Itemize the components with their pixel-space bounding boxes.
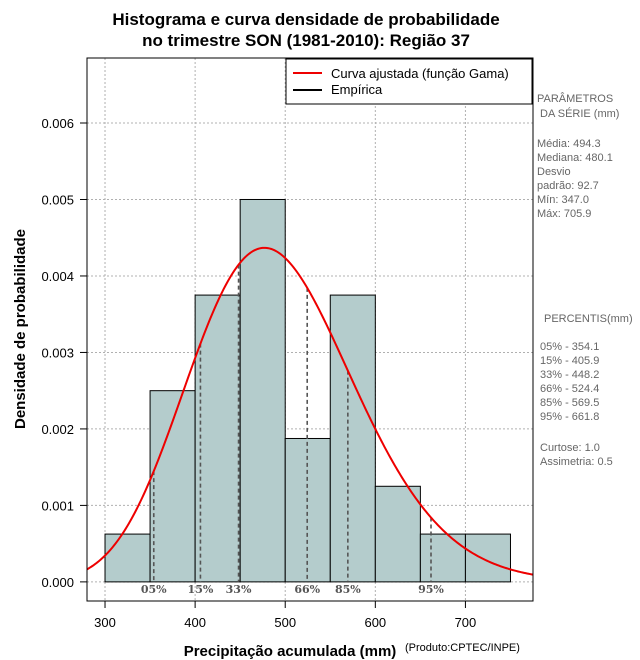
param-desvio: Desvio (537, 166, 571, 178)
param-mediana: Mediana: 480.1 (537, 152, 613, 164)
percentile-label: 66% (294, 583, 320, 596)
params-title-1: PARÂMETROS (537, 92, 613, 105)
percentil-33: 33% - 448.2 (540, 369, 599, 381)
y-tick-label: 0.003 (41, 345, 74, 360)
percentile-lines (152, 264, 432, 582)
series-parameters-panel: PARÂMETROS DA SÉRIE (mm) Média: 494.3 Me… (537, 92, 619, 220)
chart-title-line2: no trimestre SON (1981-2010): Região 37 (142, 31, 470, 50)
y-axis-title: Densidade de probabilidade (12, 229, 29, 429)
y-tick-label: 0.006 (41, 116, 74, 131)
percentile-labels: 05% 15% 33% 66% 85% 95% (141, 583, 445, 596)
legend-label-fitted: Curva ajustada (função Gama) (331, 66, 509, 81)
percentil-85: 85% - 569.5 (540, 397, 599, 409)
x-tick-label: 500 (274, 615, 296, 630)
assimetria: Assimetria: 0.5 (540, 456, 613, 468)
histogram-bar (239, 198, 286, 583)
x-axis-ticks: 300 400 500 600 700 (94, 601, 476, 630)
params-title-2: DA SÉRIE (mm) (540, 107, 619, 120)
param-max: Máx: 705.9 (537, 208, 591, 220)
param-padrao: padrão: 92.7 (537, 180, 599, 192)
x-axis-title: Precipitação acumulada (mm) (184, 643, 397, 660)
histogram-bar (284, 437, 331, 583)
percentis-title: PERCENTIS(mm) (544, 313, 633, 325)
y-tick-label: 0.000 (41, 575, 74, 590)
y-tick-label: 0.001 (41, 498, 74, 513)
x-tick-label: 300 (94, 615, 116, 630)
x-tick-label: 700 (455, 615, 477, 630)
legend-label-empirical: Empírica (331, 82, 383, 97)
legend: Curva ajustada (função Gama) Empírica (285, 58, 533, 105)
curve-layer (86, 246, 534, 576)
percentil-05: 05% - 354.1 (540, 341, 599, 353)
param-min: Mín: 347.0 (537, 194, 589, 206)
histogram-bar (374, 485, 421, 583)
chart-title-line1: Histograma e curva densidade de probabil… (112, 10, 499, 29)
percentile-label: 85% (335, 583, 361, 596)
histogram-bar (194, 294, 241, 583)
y-tick-label: 0.002 (41, 422, 74, 437)
y-tick-label: 0.005 (41, 192, 74, 207)
plot-frame (86, 57, 534, 602)
percentile-label: 15% (188, 583, 214, 596)
product-credit: (Produto:CPTEC/INPE) (405, 642, 520, 654)
x-tick-label: 400 (184, 615, 206, 630)
x-tick-label: 600 (364, 615, 386, 630)
percentil-66: 66% - 524.4 (540, 383, 599, 395)
histogram-bar (104, 533, 151, 583)
param-media: Média: 494.3 (537, 138, 601, 150)
histogram-bars (104, 198, 511, 583)
curtose: Curtose: 1.0 (540, 442, 600, 454)
percentile-label: 05% (141, 583, 167, 596)
legend-box (285, 58, 533, 105)
percentile-label: 33% (226, 583, 252, 596)
percentil-15: 15% - 405.9 (540, 355, 599, 367)
histogram-bar (464, 533, 511, 583)
percentile-label: 95% (418, 583, 444, 596)
gamma-curve (86, 246, 534, 576)
histogram-bar (419, 533, 466, 583)
histogram-bar (329, 294, 376, 583)
y-axis-ticks: 0.000 0.001 0.002 0.003 0.004 0.005 0.006 (41, 116, 87, 590)
percentil-95: 95% - 661.8 (540, 411, 599, 423)
percentiles-panel: PERCENTIS(mm) 05% - 354.1 15% - 405.9 33… (540, 313, 633, 468)
y-tick-label: 0.004 (41, 269, 74, 284)
